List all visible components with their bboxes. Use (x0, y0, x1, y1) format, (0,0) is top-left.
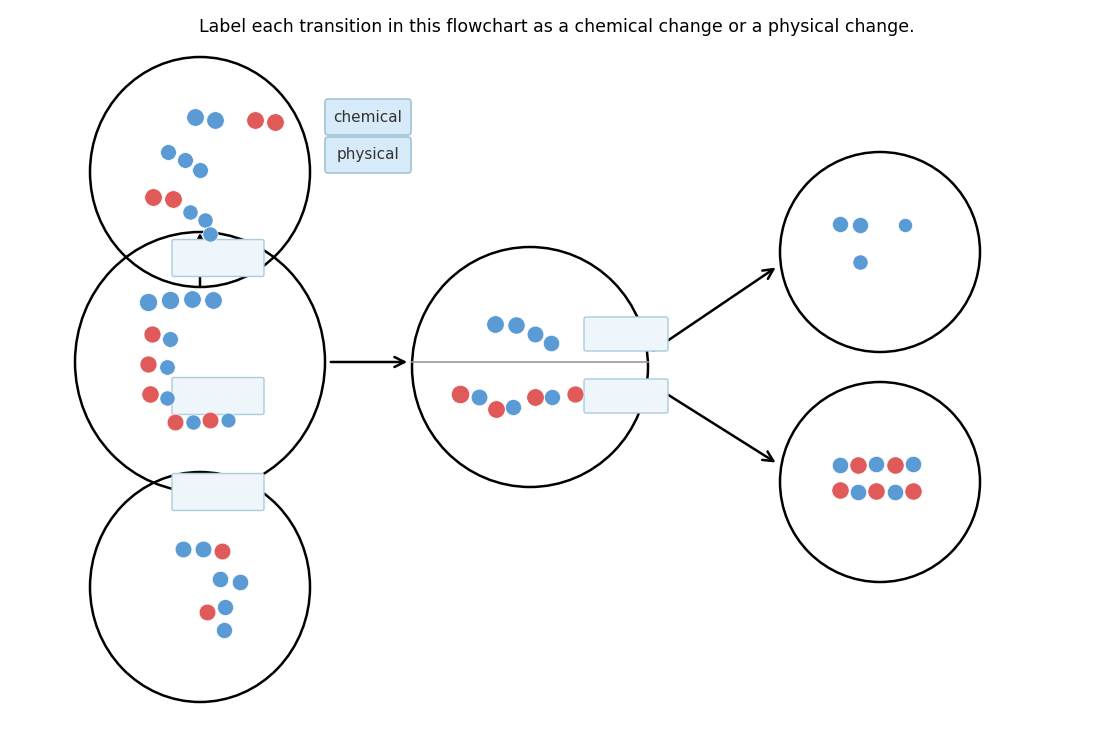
Point (544, 391, 561, 403)
Point (905, 458, 922, 470)
Point (831, 218, 849, 230)
Point (486, 318, 504, 330)
Point (162, 294, 179, 306)
Point (158, 392, 176, 404)
Point (216, 601, 234, 613)
Point (144, 191, 162, 203)
Point (507, 319, 525, 331)
Point (141, 388, 159, 400)
Point (851, 256, 869, 268)
Point (215, 624, 233, 636)
Point (849, 459, 867, 471)
Point (206, 114, 224, 126)
Point (143, 328, 160, 340)
FancyBboxPatch shape (172, 240, 264, 277)
Point (174, 543, 192, 555)
Point (159, 146, 177, 158)
Point (566, 388, 584, 400)
Point (886, 486, 903, 498)
Point (526, 328, 544, 340)
FancyBboxPatch shape (325, 137, 411, 173)
Point (198, 606, 216, 618)
Point (526, 391, 544, 403)
Point (219, 414, 237, 426)
Point (886, 459, 903, 471)
Point (166, 416, 184, 428)
Point (184, 416, 202, 428)
Point (905, 485, 922, 497)
FancyBboxPatch shape (172, 473, 264, 510)
Point (231, 576, 248, 588)
Point (202, 414, 219, 426)
Point (487, 403, 505, 415)
Text: physical: physical (336, 148, 400, 162)
Point (831, 459, 849, 471)
Point (139, 358, 157, 370)
Point (196, 214, 214, 226)
Point (164, 193, 182, 205)
Point (213, 545, 231, 557)
Point (867, 458, 885, 470)
FancyBboxPatch shape (172, 378, 264, 415)
Point (194, 543, 212, 555)
Point (182, 206, 199, 218)
Point (505, 401, 522, 413)
Point (867, 485, 885, 497)
Point (192, 164, 209, 176)
Point (162, 333, 179, 345)
Point (266, 116, 284, 128)
Point (204, 294, 222, 306)
Point (202, 228, 219, 240)
Point (158, 361, 176, 373)
Point (451, 388, 469, 400)
FancyBboxPatch shape (325, 99, 411, 135)
FancyBboxPatch shape (584, 317, 668, 351)
Point (849, 486, 867, 498)
Text: chemical: chemical (333, 110, 402, 125)
Point (246, 114, 264, 126)
Point (211, 573, 228, 585)
Point (851, 219, 869, 231)
Point (896, 219, 913, 231)
Point (139, 296, 157, 308)
FancyBboxPatch shape (584, 379, 668, 413)
Point (470, 391, 488, 403)
Point (543, 337, 560, 349)
Point (831, 484, 849, 496)
Point (176, 154, 194, 166)
Point (183, 293, 201, 305)
Point (186, 111, 204, 123)
Text: Label each transition in this flowchart as a chemical change or a physical chang: Label each transition in this flowchart … (199, 18, 915, 36)
